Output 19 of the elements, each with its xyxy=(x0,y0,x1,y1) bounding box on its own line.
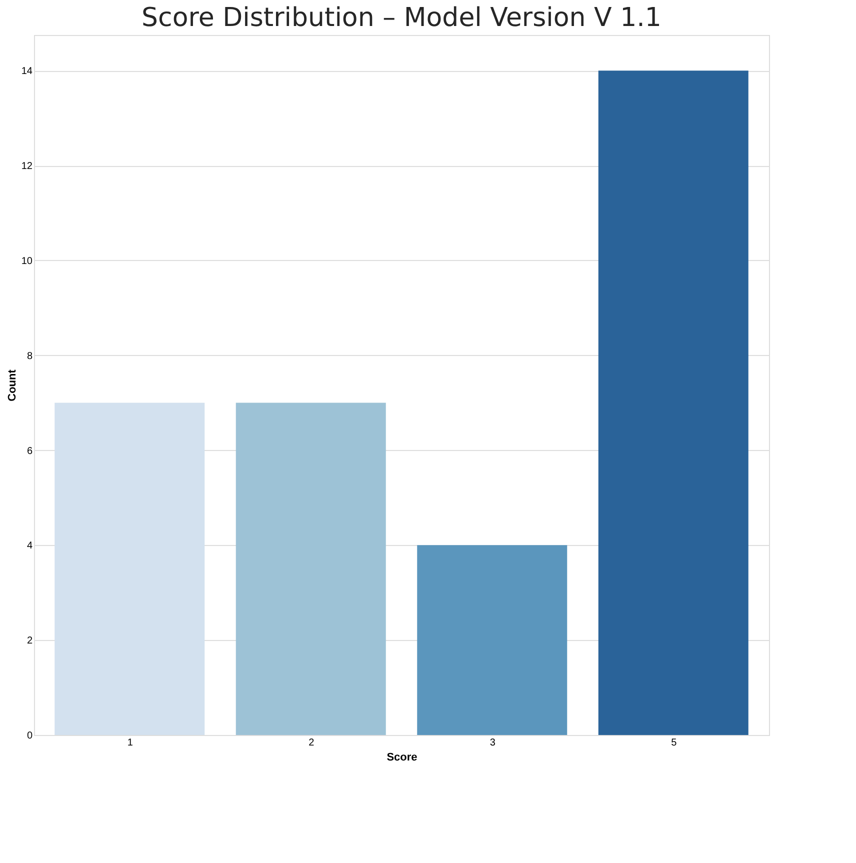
y-tick-label: 2 xyxy=(26,636,33,647)
bar xyxy=(417,545,568,735)
y-tick-label: 8 xyxy=(26,350,33,362)
x-axis-title: Score xyxy=(386,752,418,764)
bar xyxy=(598,70,748,735)
y-tick-label: 0 xyxy=(26,730,33,742)
chart-title: Score Distribution – Model Version V 1.1 xyxy=(142,3,662,33)
x-tick-label: 3 xyxy=(490,738,496,748)
y-tick-label: 10 xyxy=(21,256,33,267)
x-tick-label: 2 xyxy=(308,738,315,748)
y-tick-label: 6 xyxy=(26,446,33,457)
y-tick-label: 4 xyxy=(26,540,33,552)
y-axis-title: Count xyxy=(6,369,18,402)
y-tick-label: 14 xyxy=(21,66,33,78)
x-tick-label: 5 xyxy=(671,738,678,748)
x-tick-label: 1 xyxy=(127,738,134,748)
y-tick-label: 12 xyxy=(21,161,33,172)
bar xyxy=(54,402,205,735)
bar xyxy=(236,402,386,735)
